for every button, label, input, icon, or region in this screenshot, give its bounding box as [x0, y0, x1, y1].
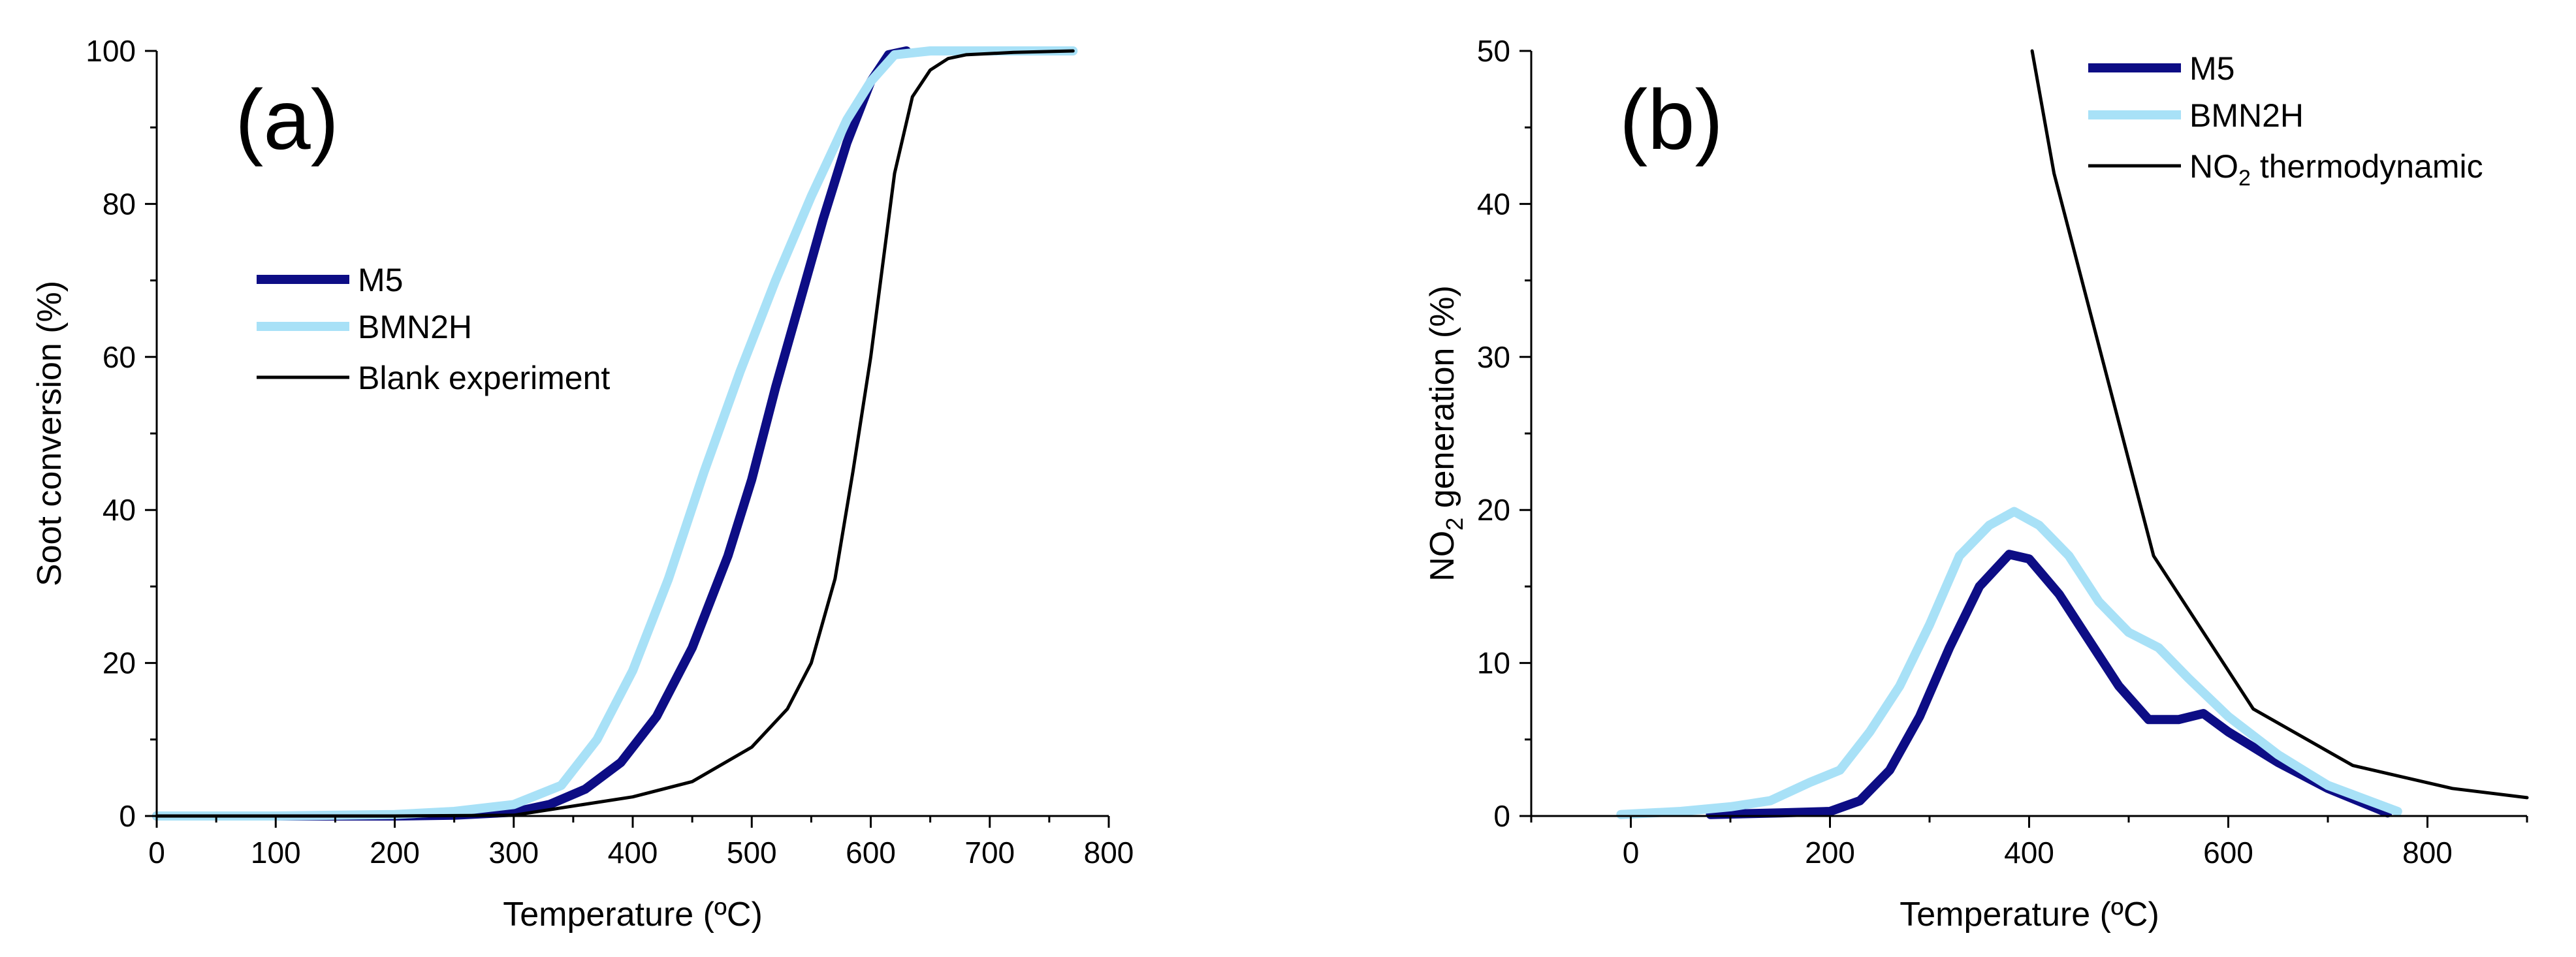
panel-b-series-no2-thermodynamic-line	[2030, 49, 2529, 800]
panel-a-y-tick-label: 40	[103, 493, 136, 527]
panel-b-x-axis-title: Temperature (ºC)	[1900, 896, 2159, 933]
panel-a-y-ticks: 0 20 40 60 80 100	[86, 34, 157, 833]
panel-b-series-bmn2h-line	[1616, 507, 2402, 819]
panel-b-y-ticks: 0 10 20 30 40 50	[1477, 34, 1531, 833]
panel-a-x-axis-title: Temperature (ºC)	[503, 896, 763, 933]
panel-a-y-tick-label: 100	[86, 34, 136, 68]
panel-b-x-tick-label: 200	[1805, 836, 1855, 870]
panel-b-x-tick-label: 600	[2203, 836, 2253, 870]
legend-a-m5-label: M5	[358, 262, 403, 298]
panel-a-label: (a)	[235, 72, 339, 167]
panel-b-y-axis-title: NO2 generation (%)	[1423, 285, 1468, 582]
legend-b-thermo-label: NO2 thermodynamic	[2189, 148, 2483, 191]
legend-a-blank-label: Blank experiment	[358, 360, 610, 396]
legend-b-m5-label: M5	[2189, 50, 2234, 87]
panel-b-label: (b)	[1619, 72, 1723, 167]
panel-a-x-tick-label: 600	[846, 836, 896, 870]
panel-b-series-m5-line	[1706, 550, 2393, 819]
panel-a-y-tick-label: 0	[119, 799, 136, 833]
panel-b-series	[1616, 49, 2529, 819]
panel-a-y-tick-label: 80	[103, 187, 136, 221]
panel-a-x-tick-label: 800	[1084, 836, 1134, 870]
panel-b-y-tick-label: 40	[1477, 187, 1510, 221]
panel-a-series-blank-experiment-line	[155, 49, 1075, 818]
panel-b-x-ticks: 0 200 400 600 800	[1530, 816, 2528, 870]
panel-b-x-tick-label: 400	[2004, 836, 2054, 870]
panel-a-x-tick-label: 700	[964, 836, 1015, 870]
chart-panel-b: 0 200 400 600 800 0 10 20 30 40 50 (b) Temperatur…	[1423, 34, 2529, 933]
chart-panel-a: 0 100 200 300 400 500 600 700 800 0 20 40 60 80 100 (…	[31, 34, 1134, 933]
panel-b-y-tick-label: 10	[1477, 646, 1510, 680]
panel-b-y-tick-label: 50	[1477, 34, 1510, 68]
panel-b-y-tick-label: 20	[1477, 493, 1510, 527]
panel-b-x-tick-label: 800	[2402, 836, 2453, 870]
panel-a-x-tick-label: 400	[608, 836, 658, 870]
panel-a-x-tick-label: 100	[251, 836, 301, 870]
panel-a-x-tick-label: 500	[727, 836, 777, 870]
panel-a-x-ticks: 0 100 200 300 400 500 600 700 800	[148, 816, 1134, 870]
panel-a-series-bmn2h-line	[152, 46, 1078, 821]
panel-b-y-axis-title-sub: 2	[1441, 518, 1468, 531]
legend-b-thermo-rest: thermodynamic	[2251, 148, 2483, 185]
panel-a-legend: M5 BMN2H Blank experiment	[257, 262, 610, 396]
panel-a-y-tick-label: 20	[103, 646, 136, 680]
legend-b-bmn2h-label: BMN2H	[2189, 97, 2304, 134]
panel-a-y-tick-label: 60	[103, 340, 136, 374]
panel-b-y-axis-title-no: NO	[1423, 531, 1461, 582]
panel-b-x-tick-label: 0	[1623, 836, 1640, 870]
panel-a-x-tick-label: 300	[488, 836, 539, 870]
panel-a-y-axis-title: Soot conversion (%)	[31, 281, 69, 586]
legend-a-bmn2h-label: BMN2H	[358, 309, 472, 345]
panel-a-x-tick-label: 200	[370, 836, 420, 870]
panel-b-legend: M5 BMN2H NO2 thermodynamic	[2088, 50, 2483, 191]
legend-b-thermo-sub: 2	[2238, 166, 2251, 191]
legend-b-thermo-no: NO	[2189, 148, 2238, 185]
panel-b-y-tick-label: 30	[1477, 340, 1510, 374]
panel-a-x-tick-label: 0	[148, 836, 165, 870]
panel-b-y-tick-label: 0	[1493, 799, 1510, 833]
panel-b-y-axis-title-rest: generation (%)	[1423, 285, 1461, 518]
